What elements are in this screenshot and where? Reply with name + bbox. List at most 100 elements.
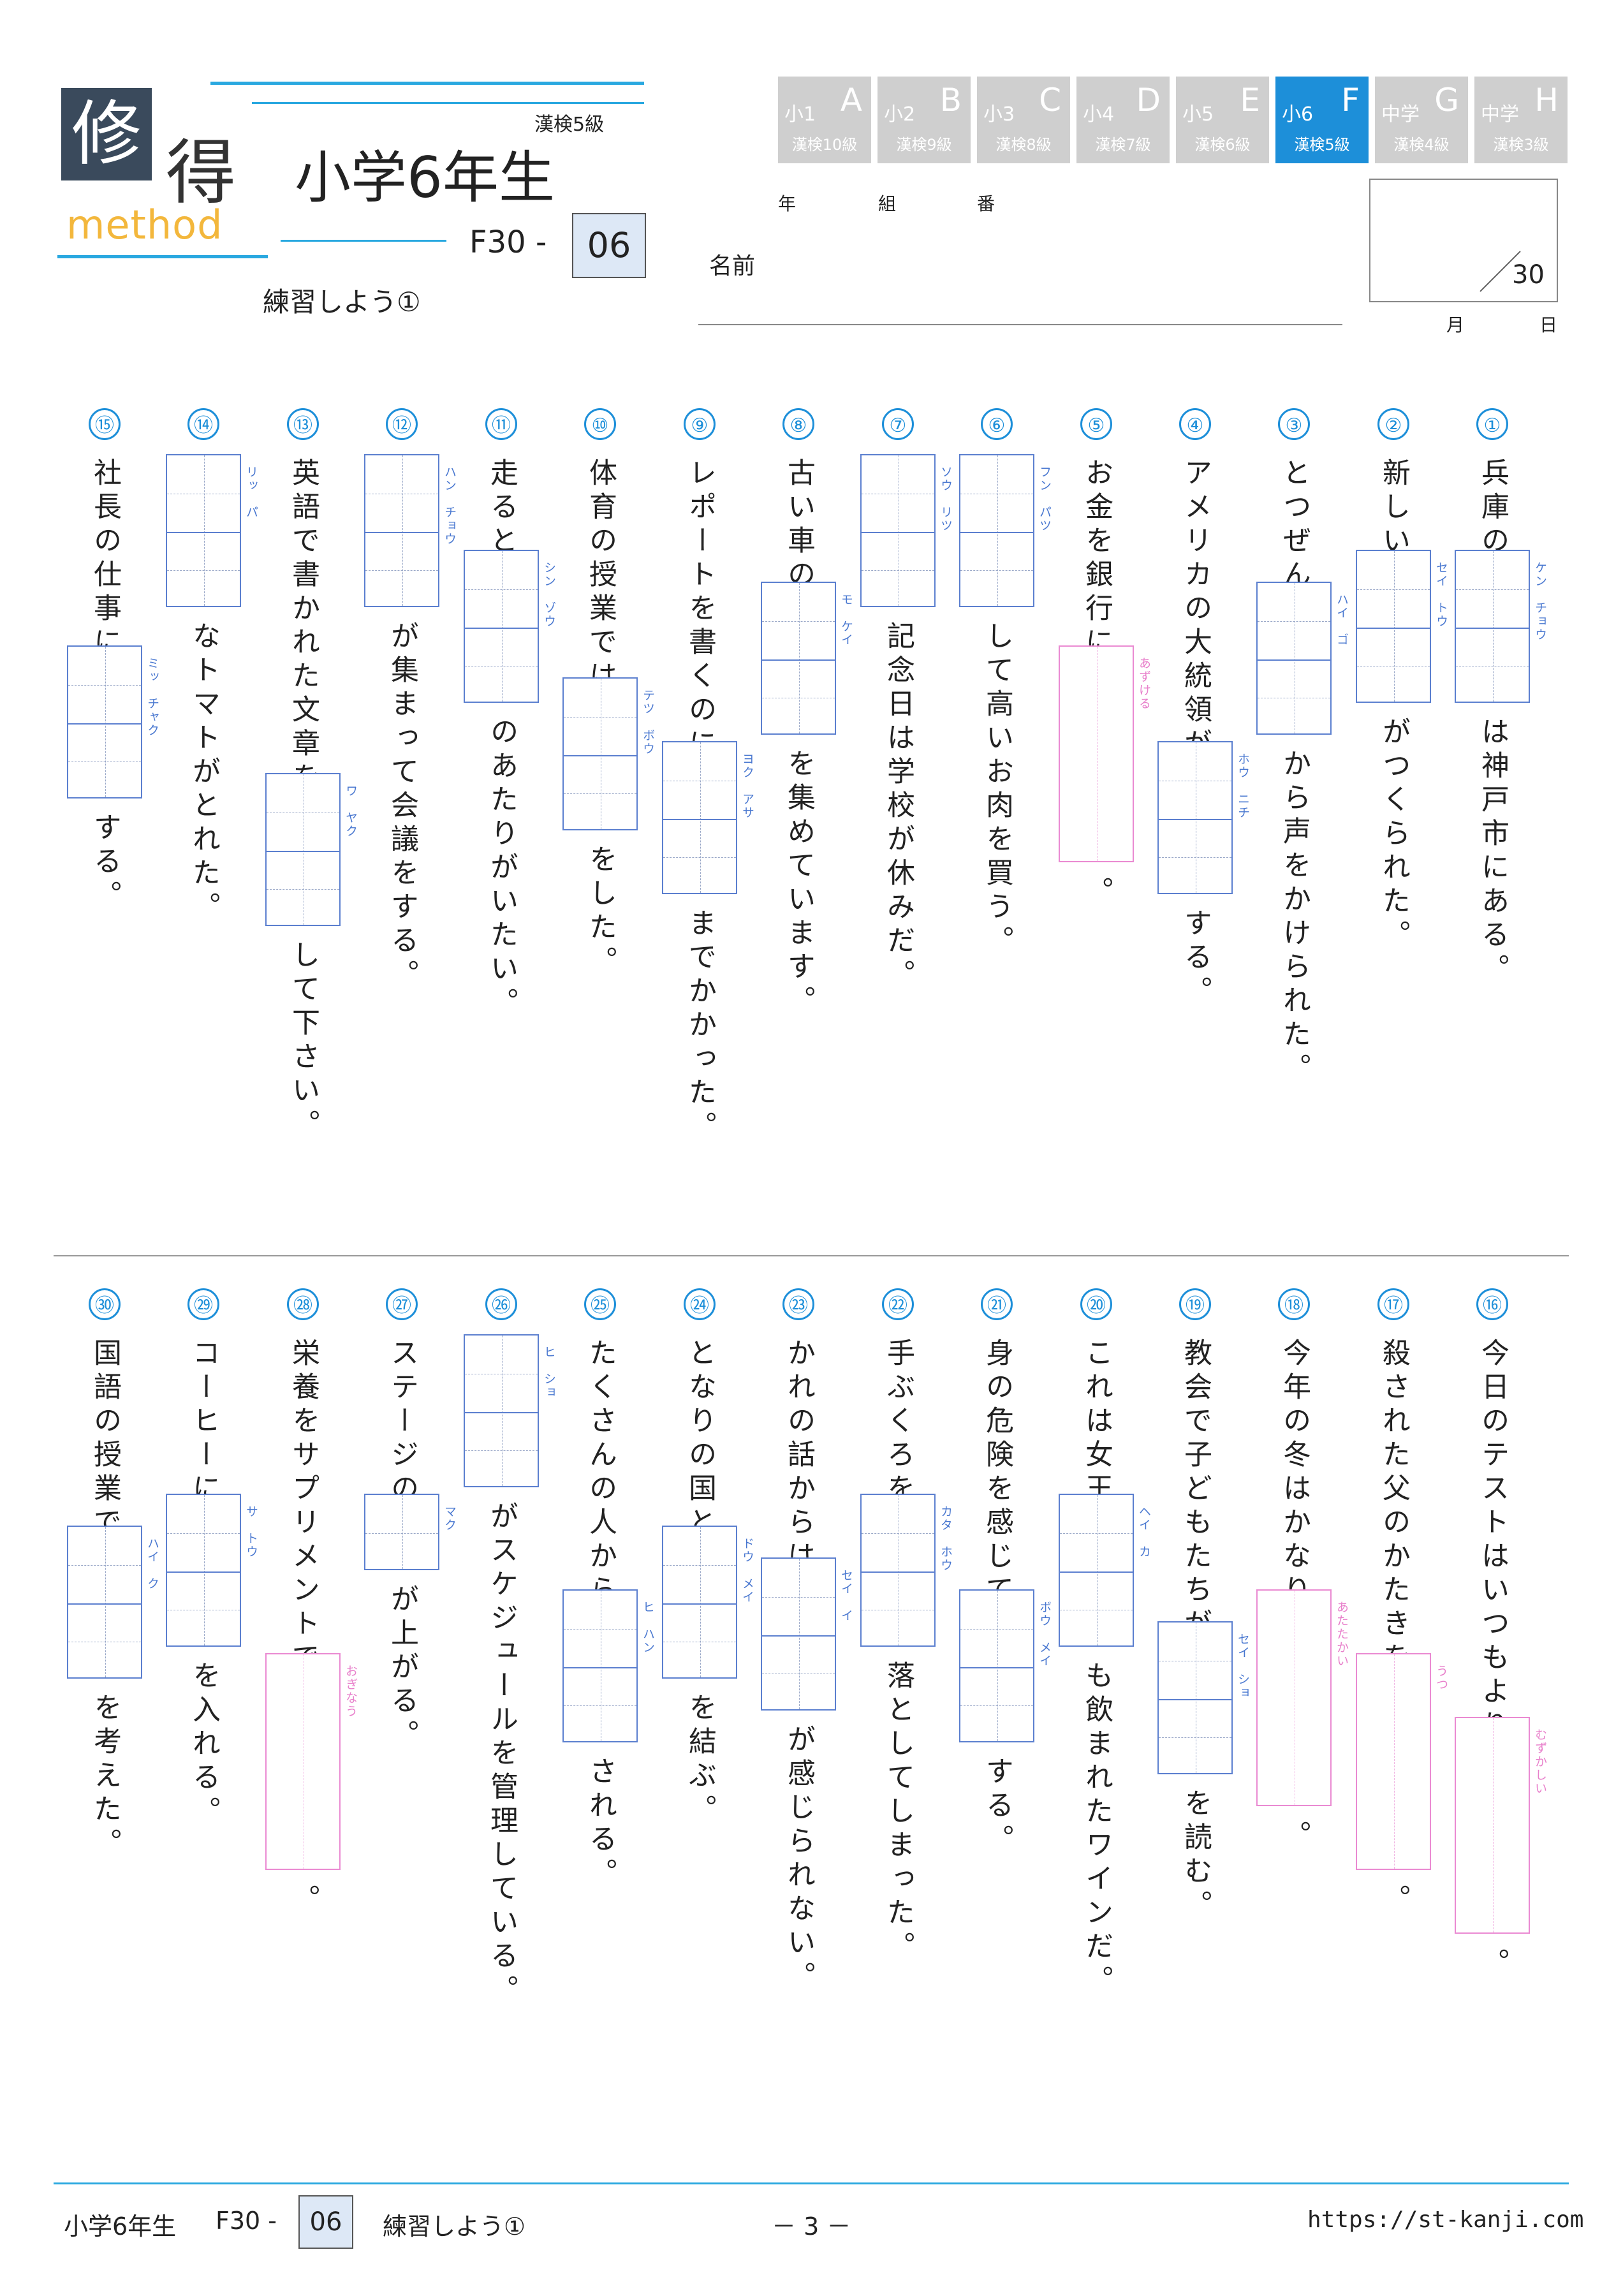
answer-cell-guide xyxy=(365,1533,438,1534)
month-label: 月 xyxy=(1446,314,1465,335)
level-letter: H xyxy=(1534,82,1559,119)
level-grade: 小3 xyxy=(983,103,1015,126)
question-number: ⑰ xyxy=(1377,1288,1409,1320)
answer-box[interactable] xyxy=(364,1494,439,1570)
answer-box[interactable] xyxy=(1059,1494,1134,1647)
question-text-after: も飲まれたワインだ。 xyxy=(1080,1661,1113,1999)
score-total: 30 xyxy=(1512,260,1545,290)
level-tab-d[interactable]: 小4 D 漢検7級 xyxy=(1076,77,1170,163)
question-text-after: が集まって会議をする。 xyxy=(386,621,418,993)
level-tab-a[interactable]: 小1 A 漢検10級 xyxy=(778,77,871,163)
answer-box[interactable] xyxy=(761,582,836,735)
answer-cell-guide xyxy=(68,1565,141,1566)
score-box: 30 xyxy=(1369,179,1558,302)
furigana-hint: ハイ ク xyxy=(145,1537,159,1591)
header-line-top xyxy=(210,82,644,85)
footer-url[interactable]: https://st-kanji.com xyxy=(1307,2207,1584,2233)
furigana-hint: ヨク アサ xyxy=(740,753,754,820)
answer-box[interactable] xyxy=(1356,1653,1431,1870)
question-number: ㉗ xyxy=(386,1288,418,1320)
answer-box[interactable] xyxy=(562,677,638,830)
answer-box[interactable] xyxy=(265,1653,341,1870)
question-number: ㉙ xyxy=(187,1288,219,1320)
answer-box[interactable] xyxy=(67,645,142,798)
furigana-hint: セイ イ xyxy=(839,1569,853,1623)
answer-box[interactable] xyxy=(166,1494,241,1647)
answer-box[interactable] xyxy=(761,1557,836,1711)
question-text-before: 今年の冬はかなり xyxy=(1278,1338,1311,1608)
level-kanken: 漢検3級 xyxy=(1493,136,1549,154)
level-tab-h[interactable]: 中学 H 漢検3級 xyxy=(1474,77,1568,163)
answer-cell-divider xyxy=(1357,628,1430,629)
question-text-before: 身の危険を感じて xyxy=(981,1338,1013,1608)
answer-box[interactable] xyxy=(1256,1589,1332,1806)
level-tab-c[interactable]: 小3 C 漢検8級 xyxy=(977,77,1070,163)
answer-box[interactable] xyxy=(860,454,936,607)
question-number: ⑱ xyxy=(1278,1288,1310,1320)
question-text-before: 走ると xyxy=(485,458,518,559)
answer-box[interactable] xyxy=(662,741,737,894)
answer-cell-divider xyxy=(564,755,636,756)
level-kanken: 漢検8級 xyxy=(995,136,1052,154)
grade-title: 小学6年生 xyxy=(295,145,555,210)
answer-box[interactable] xyxy=(464,1334,539,1487)
question-text-after: が感じられない。 xyxy=(782,1725,815,1995)
answer-box[interactable] xyxy=(67,1526,142,1679)
level-tab-f[interactable]: 小6 F 漢検5級 xyxy=(1275,77,1369,163)
answer-cell-guide xyxy=(862,1533,934,1534)
answer-box[interactable] xyxy=(1059,645,1134,862)
answer-box[interactable] xyxy=(364,454,439,607)
question-text-before: アメリカの大統領が xyxy=(1179,458,1212,762)
answer-box[interactable] xyxy=(959,454,1034,607)
question-text-after: する。 xyxy=(89,813,121,914)
furigana-hint: カタ ホウ xyxy=(939,1505,953,1572)
level-kanken: 漢検10級 xyxy=(791,136,858,154)
answer-box[interactable] xyxy=(1356,550,1431,703)
furigana-hint: うつ xyxy=(1434,1665,1448,1691)
question-text-before: 体育の授業では xyxy=(584,458,617,695)
answer-cell-divider xyxy=(762,659,835,661)
furigana-hint: セイ ショ xyxy=(1236,1633,1250,1700)
question-number: ④ xyxy=(1179,408,1211,440)
answer-box[interactable] xyxy=(662,1526,737,1679)
answer-box[interactable] xyxy=(562,1589,638,1742)
answer-box-guide xyxy=(1394,551,1395,702)
answer-cell-divider xyxy=(465,1412,538,1413)
level-tab-g[interactable]: 中学 G 漢検4級 xyxy=(1375,77,1468,163)
worksheet-subtitle: 練習しよう① xyxy=(263,286,421,318)
answer-box[interactable] xyxy=(1455,550,1530,703)
kanken-label: 漢検5級 xyxy=(534,114,605,136)
question-text-after: までかかった。 xyxy=(684,908,716,1145)
question-text-before: ステージの xyxy=(386,1338,418,1507)
answer-box[interactable] xyxy=(265,773,341,926)
answer-box[interactable] xyxy=(166,454,241,607)
question-number: ㉚ xyxy=(89,1288,121,1320)
answer-box[interactable] xyxy=(860,1494,936,1647)
answer-box[interactable] xyxy=(1455,1717,1530,1934)
question-text-after: 。 xyxy=(1278,1820,1311,1854)
furigana-hint: ソウ リツ xyxy=(939,466,953,533)
level-kanken: 漢検5級 xyxy=(1294,136,1350,154)
answer-box-guide xyxy=(997,1591,998,1741)
furigana-hint: モ ケイ xyxy=(839,593,853,647)
question-text-before: たくさんの人から xyxy=(584,1338,617,1608)
answer-box[interactable] xyxy=(464,550,539,703)
question-number: ⑪ xyxy=(485,408,517,440)
level-grade: 小4 xyxy=(1083,103,1115,126)
answer-box[interactable] xyxy=(1157,1621,1233,1774)
answer-cell-divider xyxy=(267,851,339,852)
answer-cell-guide xyxy=(167,570,240,571)
level-tab-b[interactable]: 小2 B 漢検9級 xyxy=(878,77,971,163)
answer-box[interactable] xyxy=(1256,582,1332,735)
answer-box[interactable] xyxy=(1157,741,1233,894)
level-tab-e[interactable]: 小5 E 漢検6級 xyxy=(1176,77,1269,163)
question-number: ⑧ xyxy=(782,408,814,440)
answer-box[interactable] xyxy=(959,1589,1034,1742)
question-text-after: 記念日は学校が休みだ。 xyxy=(882,621,914,993)
answer-box-guide xyxy=(402,455,403,606)
answer-cell-guide xyxy=(465,589,538,590)
name-label[interactable]: 名前 xyxy=(709,253,756,279)
furigana-hint: ヘイ カ xyxy=(1137,1505,1151,1559)
answer-cell-divider xyxy=(862,532,934,533)
furigana-hint: ヒ ハン xyxy=(641,1601,655,1654)
